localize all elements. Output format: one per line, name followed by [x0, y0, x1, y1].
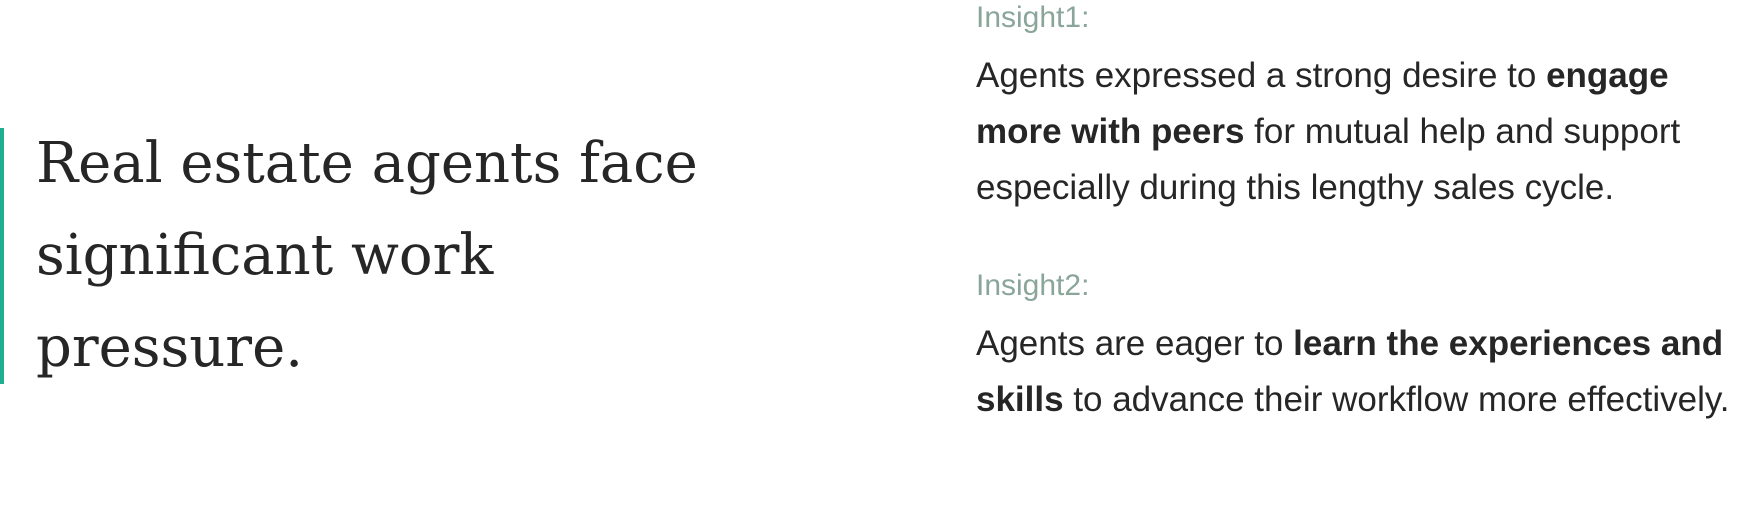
insight-body-emphasis: engage more with peers — [976, 56, 1669, 151]
insight-label: Insight1: — [976, 1, 1090, 34]
insight-item-1: Insight1: Agents expressed a strong desi… — [976, 0, 1756, 216]
insight-item-2: Insight2: Agents are eager to learn the … — [976, 266, 1756, 428]
insight-body-text: Agents are eager to — [976, 324, 1294, 363]
insight-body-text: Agents expressed a strong desire to — [976, 56, 1547, 95]
insight-body: Agents expressed a strong desire to enga… — [976, 48, 1756, 216]
pull-quote: Real estate agents face significant work… — [0, 128, 700, 384]
insight-body: Agents are eager to learn the experience… — [976, 316, 1756, 428]
insight-body-emphasis: learn the experiences and skills — [976, 324, 1724, 419]
insight-body-text: for mutual help and support especially d… — [976, 112, 1681, 207]
insight-label: Insight2: — [976, 269, 1090, 302]
insights-section: Insight1: Agents expressed a strong desi… — [976, 0, 1756, 428]
insight-body-text: to advance their workflow more effective… — [1063, 380, 1730, 419]
pull-quote-text: Real estate agents face significant work… — [36, 131, 698, 380]
